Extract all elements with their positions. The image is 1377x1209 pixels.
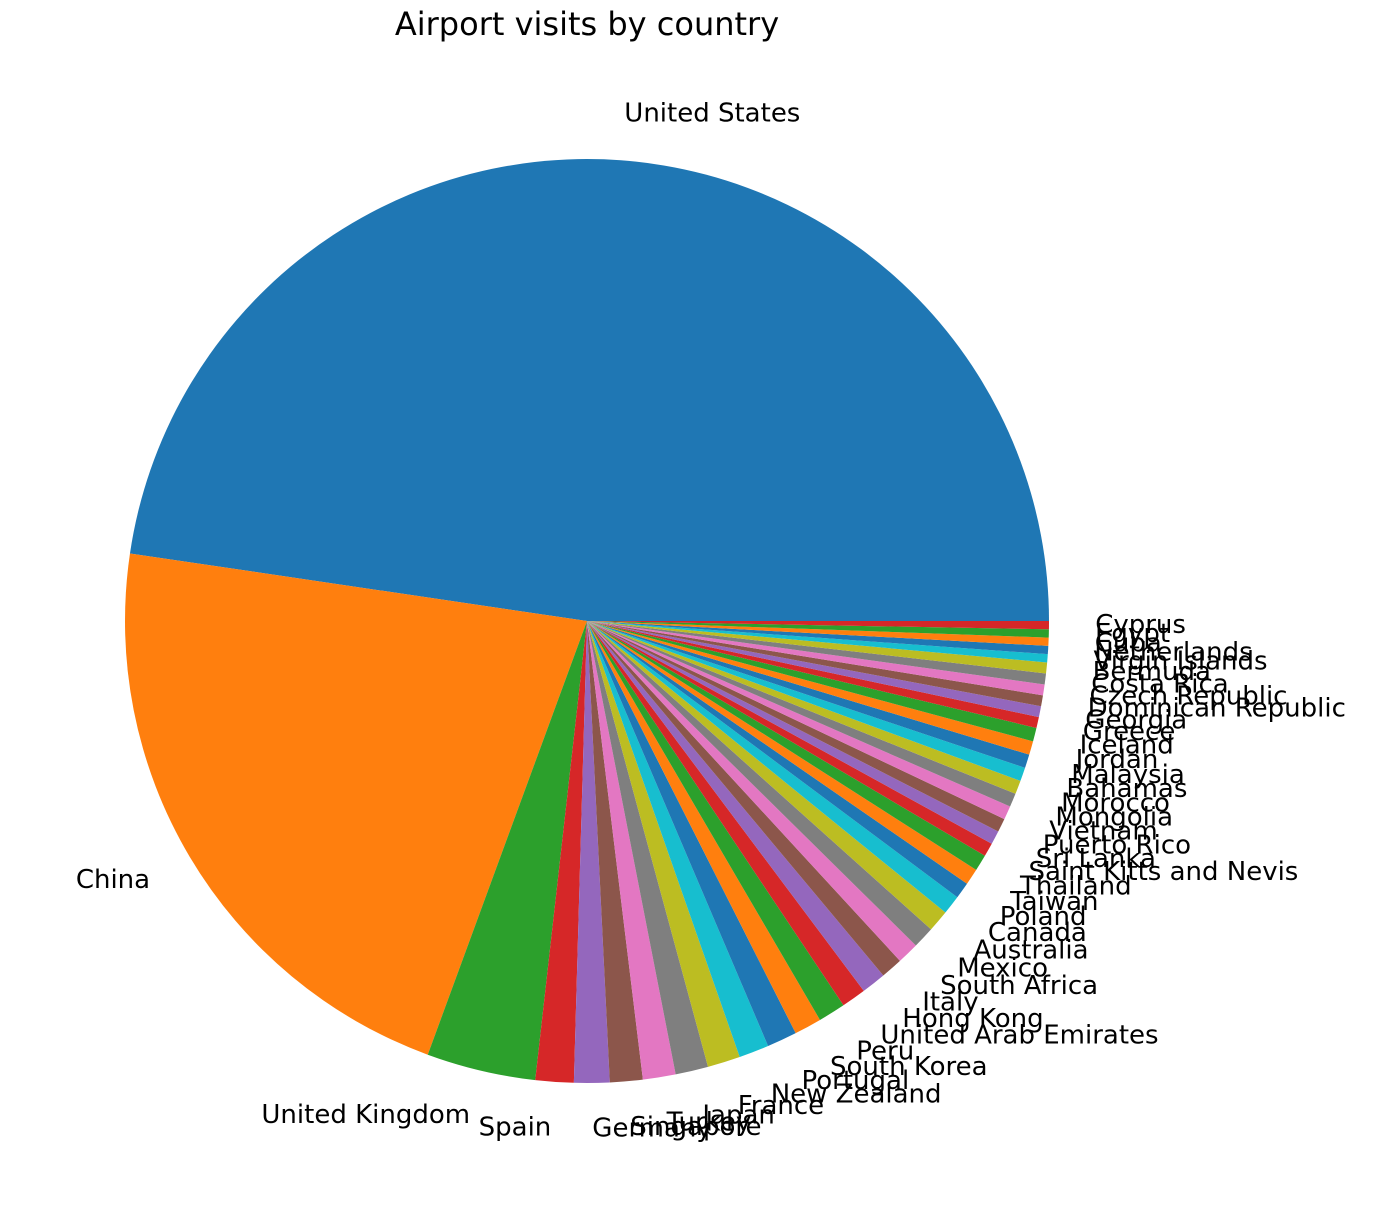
pie-slice-iceland [587, 621, 1037, 742]
pie-label-bermuda: Bermuda [1093, 657, 1211, 687]
pie-label-sri-lanka: Sri Lanka [1036, 844, 1156, 874]
pie-slice-poland [587, 621, 968, 898]
pie-label-united-kingdom: United Kingdom [261, 1100, 470, 1130]
pie-label-egypt: Egypt [1095, 619, 1170, 649]
pie-slice-cyprus [587, 621, 1050, 630]
pie-slice-spain [535, 621, 587, 1083]
pie-slice-china [125, 553, 588, 1055]
pie-label-jordan: Jordan [1074, 745, 1159, 775]
pie-label-taiwan: Taiwan [1009, 887, 1098, 917]
pie-slice-costa-rica [587, 621, 1047, 685]
pie-slice-south-africa [587, 621, 916, 961]
pie-slice-united-kingdom [427, 621, 587, 1081]
pie-slice-jordan [587, 621, 1034, 755]
pie-label-netherlands: Netherlands [1094, 637, 1253, 667]
pie-slice-thailand [587, 621, 985, 870]
pie-label-bahamas: Bahamas [1066, 774, 1187, 804]
pie-slice-hong-kong [587, 621, 884, 991]
pie-slice-georgia [587, 621, 1042, 718]
pie-slice-vietnam [587, 621, 1011, 820]
pie-slice-peru [587, 621, 844, 1020]
pie-slice-france [587, 621, 740, 1067]
pie-label-peru: Peru [856, 1037, 914, 1067]
pie-label-portugal: Portugal [802, 1066, 910, 1096]
pie-slice-dominican-republic [587, 621, 1043, 707]
pie-slice-italy [587, 621, 900, 976]
pie-label-france: France [738, 1091, 824, 1121]
pie-slice-saint-kitts-and-nevis [587, 621, 992, 856]
pie-label-united-states: United States [624, 99, 800, 129]
pie-slice-mexico [587, 621, 932, 946]
pie-labels: United States China United Kingdom Spain Ger… [76, 99, 1346, 1144]
pie-slice-czech-republic [587, 621, 1045, 696]
pie-label-mexico: Mexico [957, 954, 1048, 984]
pie-label-thailand: Thailand [1019, 872, 1132, 902]
pie-slice-united-arab-emirates [587, 621, 864, 1006]
pie-slice-australia [587, 621, 946, 930]
pie-slice-bermuda [587, 621, 1048, 674]
pie-slice-mongolia [587, 621, 1016, 807]
pie-label-dominican-republic: Dominican Republic [1088, 693, 1346, 723]
pie-slices [125, 159, 1050, 1083]
pie-label-czech-republic: Czech Republic [1090, 681, 1288, 711]
pie-slice-germany [573, 621, 610, 1083]
pie-label-south-africa: South Africa [940, 971, 1098, 1001]
pie-label-puerto-rico: Puerto Rico [1043, 830, 1191, 860]
pie-label-new-zealand: New Zealand [771, 1079, 942, 1109]
pie-slice-canada [587, 621, 958, 913]
pie-label-costa-rica: Costa Rica [1091, 669, 1229, 699]
pie-slice-new-zealand [587, 621, 769, 1058]
pie-label-cuba: Cuba [1095, 628, 1162, 658]
pie-label-vietnam: Vietnam [1049, 817, 1157, 847]
pie-label-mongolia: Mongolia [1055, 803, 1173, 833]
pie-label-malaysia: Malaysia [1071, 760, 1185, 790]
pie-label-singapore: Singapore [630, 1112, 761, 1142]
pie-label-iceland: Iceland [1080, 731, 1174, 761]
pie-slice-puerto-rico [587, 621, 1005, 832]
pie-label-saint-kitts-and-nevis: Saint Kitts and Nevis [1029, 857, 1299, 887]
pie-label-poland: Poland [1000, 902, 1087, 932]
pie-slice-netherlands [587, 621, 1049, 655]
pie-slice-south-korea [587, 621, 820, 1034]
pie-label-morocco: Morocco [1061, 789, 1170, 819]
pie-slice-morocco [587, 621, 1021, 794]
pie-label-georgia: Georgia [1085, 705, 1187, 735]
pie-slice-virgin-islands [587, 621, 1048, 663]
pie-label-united-arab-emirates: United Arab Emirates [880, 1021, 1158, 1051]
pie-label-cyprus: Cyprus [1095, 610, 1186, 640]
pie-slice-turkey [587, 621, 676, 1080]
pie-label-australia: Australia [974, 936, 1089, 966]
pie-slice-united-states [129, 159, 1050, 622]
pie-slice-bahamas [587, 621, 1026, 781]
pie-label-south-korea: South Korea [830, 1052, 988, 1082]
pie-label-turkey: Turkey [666, 1107, 752, 1137]
pie-label-virgin-islands: Virgin Islands [1094, 647, 1268, 677]
pie-label-hong-kong: Hong Kong [902, 1004, 1043, 1034]
pie-slice-taiwan [587, 621, 977, 884]
pie-label-japan: Japan [700, 1100, 775, 1130]
pie-label-spain: Spain [479, 1112, 552, 1142]
pie-slice-egypt [587, 621, 1049, 638]
pie-label-china: China [76, 865, 150, 895]
pie-label-germany: Germany [592, 1114, 712, 1144]
chart-title: Airport visits by country [395, 5, 779, 43]
pie-slice-singapore [587, 621, 643, 1083]
pie-slice-japan [587, 621, 709, 1075]
pie-slice-greece [587, 621, 1039, 728]
pie-slice-malaysia [587, 621, 1030, 768]
pie-slice-cuba [587, 621, 1049, 646]
pie-label-canada: Canada [988, 918, 1087, 948]
pie-label-italy: Italy [922, 988, 978, 1018]
pie-label-greece: Greece [1083, 717, 1176, 747]
pie-slice-portugal [587, 621, 796, 1047]
pie-slice-sri-lanka [587, 621, 999, 844]
